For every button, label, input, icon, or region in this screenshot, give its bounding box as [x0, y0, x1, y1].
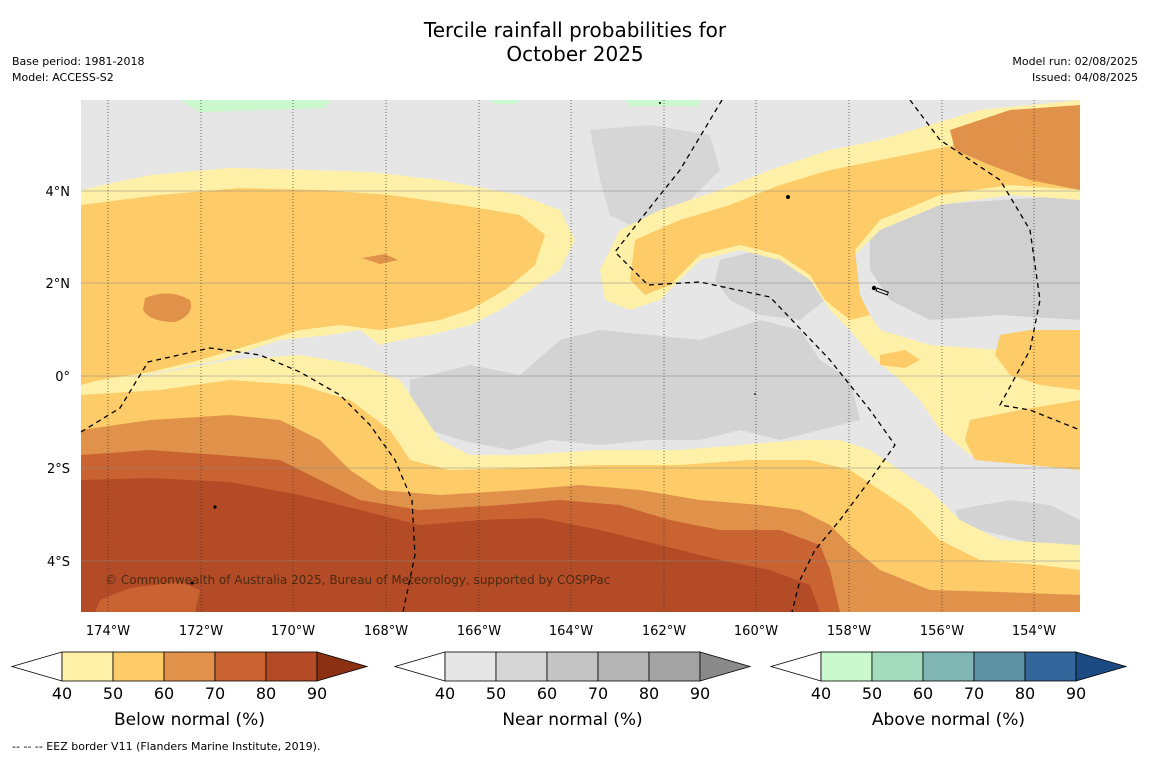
colorbar-extend-low — [769, 651, 822, 682]
above-normal-patch-1 — [180, 100, 330, 112]
colorbar-segment — [648, 651, 701, 682]
issued-date: Issued: 04/08/2025 — [1031, 71, 1138, 84]
above-normal-colorbar: 40 50 60 70 80 90 Above normal (%) — [769, 651, 1128, 730]
colorbar-segment — [973, 651, 1026, 682]
below-normal-colorbar-title: Below normal (%) — [114, 710, 265, 730]
lon-label-174w: 174°W — [86, 624, 130, 639]
lon-label-170w: 170°W — [271, 624, 315, 639]
longitude-grid — [107, 100, 1035, 612]
colorbar-tick-label: 40 — [811, 684, 831, 703]
below-normal-50-north-east — [630, 130, 1080, 320]
colorbar-tick-label: 70 — [588, 684, 608, 703]
colorbar-segment — [922, 651, 975, 682]
lat-label-4n: 4°N — [46, 185, 71, 200]
title-line-2: October 2025 — [506, 42, 644, 66]
colorbar-segment — [112, 651, 165, 682]
below-normal-70-patch-sw — [95, 582, 200, 612]
model-run: Model run: 02/08/2025 — [1012, 55, 1138, 68]
colorbar-segment — [214, 651, 267, 682]
below-normal-50-east-upper — [995, 330, 1080, 390]
title-line-1: Tercile rainfall probabilities for — [423, 18, 727, 42]
below-normal-50-west — [81, 188, 545, 385]
near-normal-colorbar-title: Near normal (%) — [502, 710, 642, 730]
model-name: Model: ACCESS-S2 — [12, 71, 114, 84]
colorbar-tick-label: 60 — [913, 684, 933, 703]
below-normal-60-blob-1 — [143, 293, 191, 322]
colorbar-segment — [1024, 651, 1077, 682]
colorbar-tick-label: 50 — [862, 684, 882, 703]
colorbar-segment — [597, 651, 650, 682]
colorbar-tick-label: 70 — [205, 684, 225, 703]
colorbar-segment — [444, 651, 497, 682]
lon-label-158w: 158°W — [827, 624, 871, 639]
colorbar-segment — [871, 651, 924, 682]
map-title: Tercile rainfall probabilities for Octob… — [0, 18, 1150, 66]
colorbar-tick-label: 40 — [52, 684, 72, 703]
lat-label-2n: 2°N — [46, 277, 71, 292]
run-info: Model run: 02/08/2025 Issued: 04/08/2025 — [1012, 54, 1138, 86]
colorbar-tick-label: 70 — [964, 684, 984, 703]
colorbar-segment — [163, 651, 216, 682]
eez-borders — [81, 100, 1080, 612]
colorbar-segment — [495, 651, 548, 682]
lon-label-160w: 160°W — [734, 624, 778, 639]
colorbar-tick-label: 50 — [486, 684, 506, 703]
colorbar-segment — [820, 651, 873, 682]
above-normal-patch-2 — [490, 100, 520, 104]
above-normal-patch-3 — [625, 100, 700, 106]
latitude-labels: 4°N 2°N 0° 2°S 4°S — [46, 185, 71, 570]
below-normal-80-south — [81, 478, 820, 612]
islands — [190, 102, 889, 585]
colorbar-segment — [61, 651, 114, 682]
base-period: Base period: 1981-2018 — [12, 55, 145, 68]
copyright-text: © Commonwealth of Australia 2025, Bureau… — [105, 573, 610, 587]
lon-label-162w: 162°W — [642, 624, 686, 639]
lon-label-168w: 168°W — [364, 624, 408, 639]
colorbar-tick-label: 90 — [307, 684, 327, 703]
colorbar-tick-label: 80 — [639, 684, 659, 703]
below-normal-50-east-mid — [965, 400, 1080, 470]
colorbar-segment — [265, 651, 318, 682]
latitude-grid — [81, 190, 1080, 562]
colorbar-tick-label: 80 — [1015, 684, 1035, 703]
colorbar-tick-label: 60 — [154, 684, 174, 703]
colorbar-tick-label: 80 — [256, 684, 276, 703]
colorbar-tick-label: 40 — [435, 684, 455, 703]
colorbar-extend-high — [316, 651, 369, 682]
colorbar-segment — [546, 651, 599, 682]
above-normal-colorbar-title: Above normal (%) — [872, 710, 1025, 730]
lon-label-166w: 166°W — [457, 624, 501, 639]
below-normal-60-northeast — [950, 105, 1080, 190]
colorbar-extend-high — [1075, 651, 1128, 682]
lat-label-2s: 2°S — [47, 462, 70, 477]
below-normal-60-blob-2 — [362, 254, 398, 264]
below-normal-50-blob-1 — [880, 350, 920, 368]
lon-label-156w: 156°W — [920, 624, 964, 639]
lon-label-172w: 172°W — [179, 624, 223, 639]
near-normal-colorbar: 40 50 60 70 80 90 Near normal (%) — [393, 651, 752, 730]
below-normal-colorbar: 40 50 60 70 80 90 Below normal (%) — [10, 651, 369, 730]
lon-label-164w: 164°W — [549, 624, 593, 639]
lat-label-4s: 4°S — [47, 555, 70, 570]
lon-label-154w: 154°W — [1012, 624, 1056, 639]
model-info: Base period: 1981-2018 Model: ACCESS-S2 — [12, 54, 144, 86]
colorbar-tick-label: 90 — [690, 684, 710, 703]
map-plot-area: © Commonwealth of Australia 2025, Bureau… — [81, 100, 1080, 612]
near-normal-50-patch — [410, 320, 860, 450]
near-normal-50-patch-north — [590, 125, 720, 225]
colorbar-extend-high — [699, 651, 752, 682]
colorbar-extend-low — [10, 651, 63, 682]
colorbar-extend-low — [393, 651, 446, 682]
lat-label-0: 0° — [55, 370, 70, 385]
colorbar-tick-label: 50 — [103, 684, 123, 703]
colorbar-tick-label: 90 — [1066, 684, 1086, 703]
near-normal-50-patch-southeast — [955, 500, 1080, 550]
eez-source-note: -- -- -- EEZ border V11 (Flanders Marine… — [12, 740, 321, 753]
colorbar-tick-label: 60 — [537, 684, 557, 703]
longitude-labels: 174°W 172°W 170°W 168°W 166°W 164°W 162°… — [86, 624, 1056, 639]
colorbar-legends: 40 50 60 70 80 90 Below normal (%) 40 50 60 70 80 90… — [10, 651, 1128, 730]
